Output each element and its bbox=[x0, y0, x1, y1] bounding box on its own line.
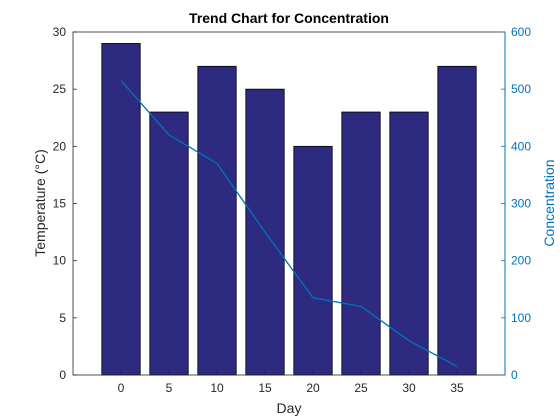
x-tick-label: 20 bbox=[306, 381, 320, 395]
right-y-tick-label: 200 bbox=[511, 254, 531, 268]
bar-day-20 bbox=[293, 145, 333, 376]
left-y-tick-label: 5 bbox=[59, 311, 66, 325]
right-y-axis-ticks: 0 100 200 300 400 500 600 bbox=[501, 25, 531, 382]
right-y-tick-label: 0 bbox=[511, 368, 518, 382]
x-tick-label: 30 bbox=[402, 381, 416, 395]
right-y-tick-label: 500 bbox=[511, 82, 531, 96]
bar-day-30 bbox=[389, 111, 429, 376]
right-y-tick-label: 600 bbox=[511, 25, 531, 39]
bars-group bbox=[101, 43, 477, 376]
left-y-tick-label: 30 bbox=[53, 25, 67, 39]
x-axis-label: Day bbox=[277, 400, 302, 416]
right-y-tick-label: 100 bbox=[511, 311, 531, 325]
x-tick-label: 15 bbox=[258, 381, 272, 395]
right-y-axis-label: Concentration bbox=[541, 159, 557, 246]
left-y-tick-label: 25 bbox=[53, 82, 67, 96]
bar-day-5 bbox=[149, 111, 189, 376]
chart-title: Trend Chart for Concentration bbox=[189, 10, 389, 26]
right-y-tick-label: 400 bbox=[511, 139, 531, 153]
right-y-tick-label: 300 bbox=[511, 197, 531, 211]
left-y-axis-label: Temperature (°C) bbox=[32, 149, 48, 257]
x-tick-label: 5 bbox=[166, 381, 173, 395]
x-tick-label: 25 bbox=[354, 381, 368, 395]
bar-day-25 bbox=[341, 111, 381, 376]
left-y-axis-ticks: 0 5 10 15 20 25 30 bbox=[53, 25, 77, 382]
left-y-tick-label: 0 bbox=[59, 368, 66, 382]
left-y-tick-label: 10 bbox=[53, 254, 67, 268]
bar-day-35 bbox=[437, 65, 477, 376]
x-tick-label: 10 bbox=[210, 381, 224, 395]
left-y-tick-label: 15 bbox=[53, 197, 67, 211]
left-y-tick-label: 20 bbox=[53, 139, 67, 153]
x-tick-label: 35 bbox=[450, 381, 464, 395]
bar-day-0 bbox=[101, 43, 141, 376]
x-axis-ticks: 0 5 10 15 20 25 30 35 bbox=[118, 371, 464, 395]
x-tick-label: 0 bbox=[118, 381, 125, 395]
bar-day-10 bbox=[197, 65, 237, 376]
concentration-line bbox=[120, 80, 458, 367]
